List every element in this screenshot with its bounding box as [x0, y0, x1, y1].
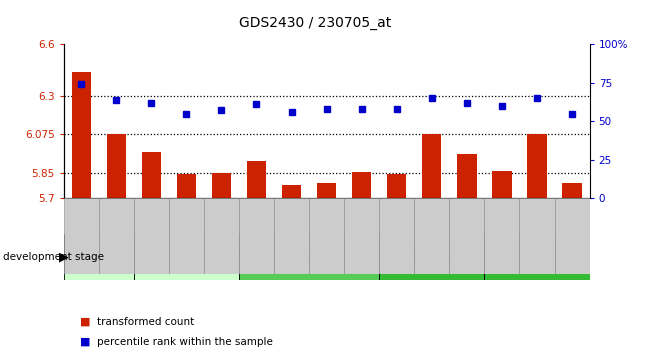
Bar — [141, 152, 161, 198]
Bar — [414, 198, 450, 274]
Text: M2 macrophage: M2 macrophage — [503, 252, 571, 261]
Text: ■: ■ — [80, 337, 91, 347]
Bar — [204, 198, 239, 274]
Bar — [387, 174, 407, 198]
Text: GDS2430 / 230705_at: GDS2430 / 230705_at — [239, 16, 391, 30]
Bar — [450, 198, 484, 274]
Bar — [239, 234, 379, 280]
Text: development stage: development stage — [3, 252, 105, 262]
Bar — [169, 198, 204, 274]
Bar — [72, 73, 91, 198]
Bar — [352, 172, 371, 198]
Bar — [64, 198, 98, 274]
Bar — [422, 134, 442, 198]
Bar — [519, 198, 555, 274]
Text: monocyte: monocyte — [78, 252, 120, 261]
Bar — [484, 198, 519, 274]
Text: ▶: ▶ — [59, 250, 68, 263]
Bar — [64, 234, 134, 280]
Bar — [134, 234, 239, 280]
Bar — [282, 185, 302, 198]
Bar — [562, 183, 582, 198]
Bar — [98, 198, 134, 274]
Bar — [239, 198, 274, 274]
Text: macrophage: macrophage — [283, 252, 336, 261]
Bar — [107, 134, 126, 198]
Bar — [247, 161, 266, 198]
Bar — [555, 198, 590, 274]
Bar — [457, 154, 476, 198]
Text: ■: ■ — [80, 317, 91, 327]
Bar — [484, 234, 590, 280]
Text: monocyte at intermediate
e differentiation stage: monocyte at intermediate e differentiati… — [131, 247, 241, 266]
Bar — [274, 198, 309, 274]
Text: transformed count: transformed count — [97, 317, 194, 327]
Text: percentile rank within the sample: percentile rank within the sample — [97, 337, 273, 347]
Bar — [134, 198, 169, 274]
Bar — [177, 174, 196, 198]
Bar — [317, 183, 336, 198]
Bar — [379, 198, 414, 274]
Text: M1 macrophage: M1 macrophage — [398, 252, 466, 261]
Bar — [212, 173, 231, 198]
Bar — [492, 171, 512, 198]
Bar — [344, 198, 379, 274]
Bar — [379, 234, 484, 280]
Bar — [309, 198, 344, 274]
Bar — [527, 134, 547, 198]
